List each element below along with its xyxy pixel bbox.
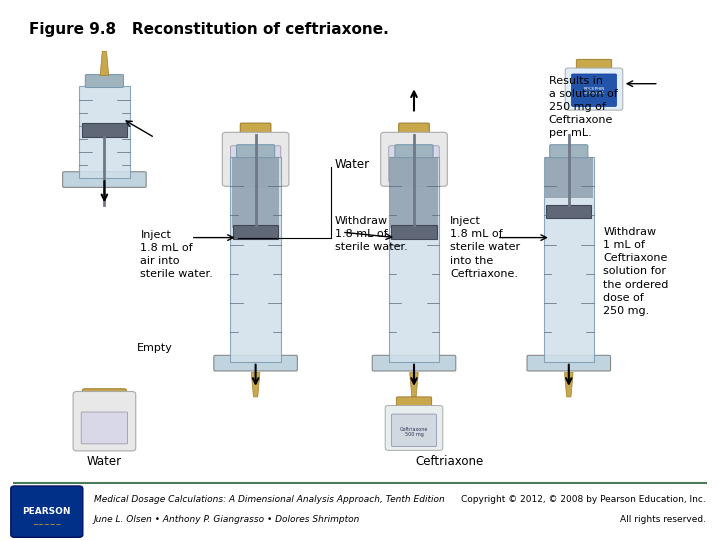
Bar — [390, 157, 438, 228]
FancyBboxPatch shape — [11, 486, 83, 537]
FancyBboxPatch shape — [73, 392, 135, 451]
Polygon shape — [410, 373, 418, 397]
Bar — [546, 205, 592, 218]
Text: Ceftriaxone
500 mg: Ceftriaxone 500 mg — [400, 427, 428, 437]
Text: All rights reserved.: All rights reserved. — [620, 515, 706, 524]
FancyBboxPatch shape — [572, 74, 616, 106]
Text: Copyright © 2012, © 2008 by Pearson Education, Inc.: Copyright © 2012, © 2008 by Pearson Educ… — [461, 495, 706, 504]
FancyBboxPatch shape — [392, 414, 436, 447]
FancyBboxPatch shape — [240, 123, 271, 139]
Text: Results in
a solution of
250 mg of
Ceftriaxone
per mL.: Results in a solution of 250 mg of Ceftr… — [549, 76, 617, 138]
Polygon shape — [100, 51, 109, 76]
FancyBboxPatch shape — [577, 59, 612, 71]
Text: Inject
1.8 mL of
sterile water
into the
Ceftriaxone.: Inject 1.8 mL of sterile water into the … — [450, 216, 520, 279]
Bar — [82, 123, 127, 137]
Text: Withdraw
1.8 mL of
sterile water.: Withdraw 1.8 mL of sterile water. — [335, 216, 408, 252]
Text: June L. Olsen • Anthony P. Giangrasso • Dolores Shrimpton: June L. Olsen • Anthony P. Giangrasso • … — [94, 515, 360, 524]
FancyBboxPatch shape — [389, 146, 439, 182]
FancyBboxPatch shape — [385, 406, 443, 450]
Bar — [232, 157, 279, 228]
FancyBboxPatch shape — [381, 132, 447, 186]
Text: Water: Water — [335, 158, 370, 171]
Bar — [389, 157, 439, 362]
FancyBboxPatch shape — [222, 132, 289, 186]
FancyBboxPatch shape — [63, 172, 146, 187]
Bar — [544, 157, 594, 362]
Polygon shape — [251, 373, 260, 397]
Bar — [392, 225, 437, 239]
Text: ~~~~~: ~~~~~ — [32, 522, 61, 528]
FancyBboxPatch shape — [565, 68, 623, 110]
Polygon shape — [564, 373, 573, 397]
FancyBboxPatch shape — [399, 123, 429, 139]
FancyBboxPatch shape — [81, 412, 127, 444]
Text: Inject
1.8 mL of
air into
sterile water.: Inject 1.8 mL of air into sterile water. — [140, 230, 213, 279]
Text: Ceftriaxone: Ceftriaxone — [416, 455, 484, 468]
FancyBboxPatch shape — [395, 145, 433, 158]
Text: Withdraw
1 mL of
Ceftriaxone
solution for
the ordered
dose of
250 mg.: Withdraw 1 mL of Ceftriaxone solution fo… — [603, 227, 669, 316]
FancyBboxPatch shape — [214, 355, 297, 371]
FancyBboxPatch shape — [236, 145, 274, 158]
FancyBboxPatch shape — [527, 355, 611, 371]
Text: Figure 9.8   Reconstitution of ceftriaxone.: Figure 9.8 Reconstitution of ceftriaxone… — [29, 22, 389, 37]
Bar — [545, 157, 593, 198]
Text: Empty: Empty — [137, 343, 173, 353]
FancyBboxPatch shape — [550, 145, 588, 158]
Bar — [230, 157, 281, 362]
Bar — [79, 86, 130, 178]
FancyBboxPatch shape — [372, 355, 456, 371]
Text: PEARSON: PEARSON — [22, 508, 71, 516]
Text: Medical Dosage Calculations: A Dimensional Analysis Approach, Tenth Edition: Medical Dosage Calculations: A Dimension… — [94, 495, 444, 504]
FancyBboxPatch shape — [230, 146, 281, 182]
FancyBboxPatch shape — [82, 389, 127, 404]
FancyBboxPatch shape — [396, 397, 432, 409]
FancyBboxPatch shape — [85, 75, 124, 87]
Text: Water: Water — [87, 455, 122, 468]
Bar — [233, 225, 278, 239]
Text: ROCEPHIN
250mg/mL: ROCEPHIN 250mg/mL — [582, 87, 606, 95]
